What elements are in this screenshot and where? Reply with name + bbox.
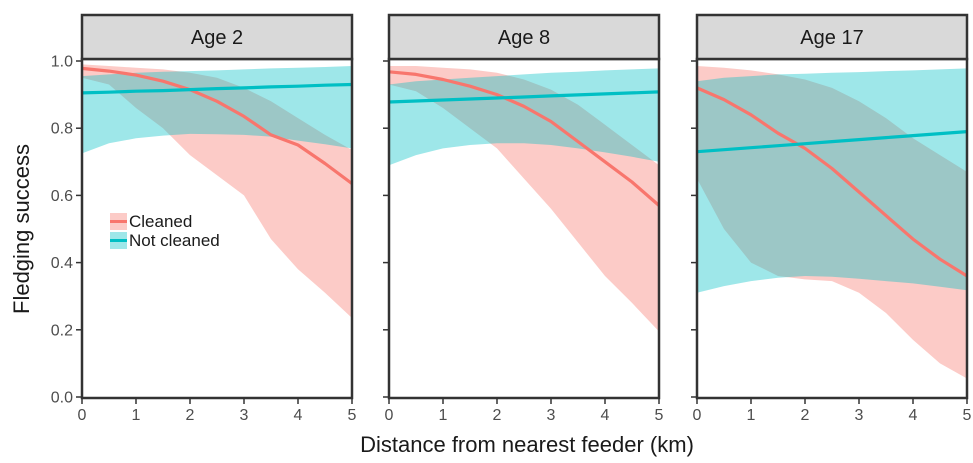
legend-not-cleaned-label: Not cleaned bbox=[129, 231, 220, 250]
panel-2-cleaned-line bbox=[388, 70, 661, 207]
panel-2-strip bbox=[387, 13, 661, 61]
panel-3-strip bbox=[695, 13, 969, 61]
panel-1-x-tick-label: 2 bbox=[186, 407, 195, 424]
y-tick-label: 0.0 bbox=[51, 390, 73, 407]
panel-2-cleaned-confidence-band bbox=[389, 66, 659, 332]
panel-1-x-tick-label: 5 bbox=[348, 407, 357, 424]
panel-2-x-tick-label: 1 bbox=[439, 407, 448, 424]
panel-1-not-cleaned-line bbox=[81, 82, 353, 95]
panel-1-x-tick-label: 0 bbox=[78, 407, 87, 424]
x-axis-title: Distance from nearest feeder (km) bbox=[360, 432, 694, 457]
panel-2-x-tick-label: 4 bbox=[601, 407, 610, 424]
y-axis-title: Fledging success bbox=[9, 144, 34, 314]
panel-2-x-tick-label: 5 bbox=[655, 407, 664, 424]
panel-2-x-tick-label: 2 bbox=[493, 407, 502, 424]
panel-2-x-tick-label: 0 bbox=[385, 407, 394, 424]
panel-1-title: Age 2 bbox=[191, 27, 243, 49]
panel-2-title: Age 8 bbox=[498, 27, 550, 49]
y-tick-label: 0.8 bbox=[51, 121, 73, 138]
panel-3-x-tick-label: 4 bbox=[909, 407, 918, 424]
panel-2-x-tick-label: 3 bbox=[547, 407, 556, 424]
panel-1-cleaned-line bbox=[81, 66, 353, 185]
panel-3-cleaned-confidence-band bbox=[697, 66, 967, 379]
panel-3-cleaned-line bbox=[696, 86, 968, 278]
panel-1-x-tick-label: 3 bbox=[240, 407, 249, 424]
y-tick-label: 0.4 bbox=[51, 255, 73, 272]
panel-3-x-tick-label: 1 bbox=[747, 407, 756, 424]
panel-1-x-tick-label: 1 bbox=[132, 407, 141, 424]
y-tick-label: 0.6 bbox=[51, 188, 73, 205]
legend-cleaned-label: Cleaned bbox=[129, 212, 192, 231]
y-tick-label: 1.0 bbox=[51, 54, 73, 71]
panel-3-x-tick-label: 2 bbox=[801, 407, 810, 424]
panel-3-not-cleaned-confidence-band bbox=[697, 68, 967, 293]
panel-2-not-cleaned-confidence-band bbox=[389, 68, 659, 166]
panel-3-title: Age 17 bbox=[800, 27, 863, 49]
y-tick-label: 0.2 bbox=[51, 322, 73, 339]
panel-3-x-tick-label: 3 bbox=[855, 407, 864, 424]
panel-3-x-tick-label: 5 bbox=[963, 407, 972, 424]
panel-3-not-cleaned-line bbox=[696, 130, 968, 154]
panel-3-x-tick-label: 0 bbox=[693, 407, 702, 424]
panel-1-x-tick-label: 4 bbox=[294, 407, 303, 424]
panel-1-strip bbox=[80, 13, 354, 61]
panel-2-not-cleaned-line bbox=[388, 90, 660, 104]
panel-1-cleaned-confidence-band bbox=[82, 64, 352, 319]
